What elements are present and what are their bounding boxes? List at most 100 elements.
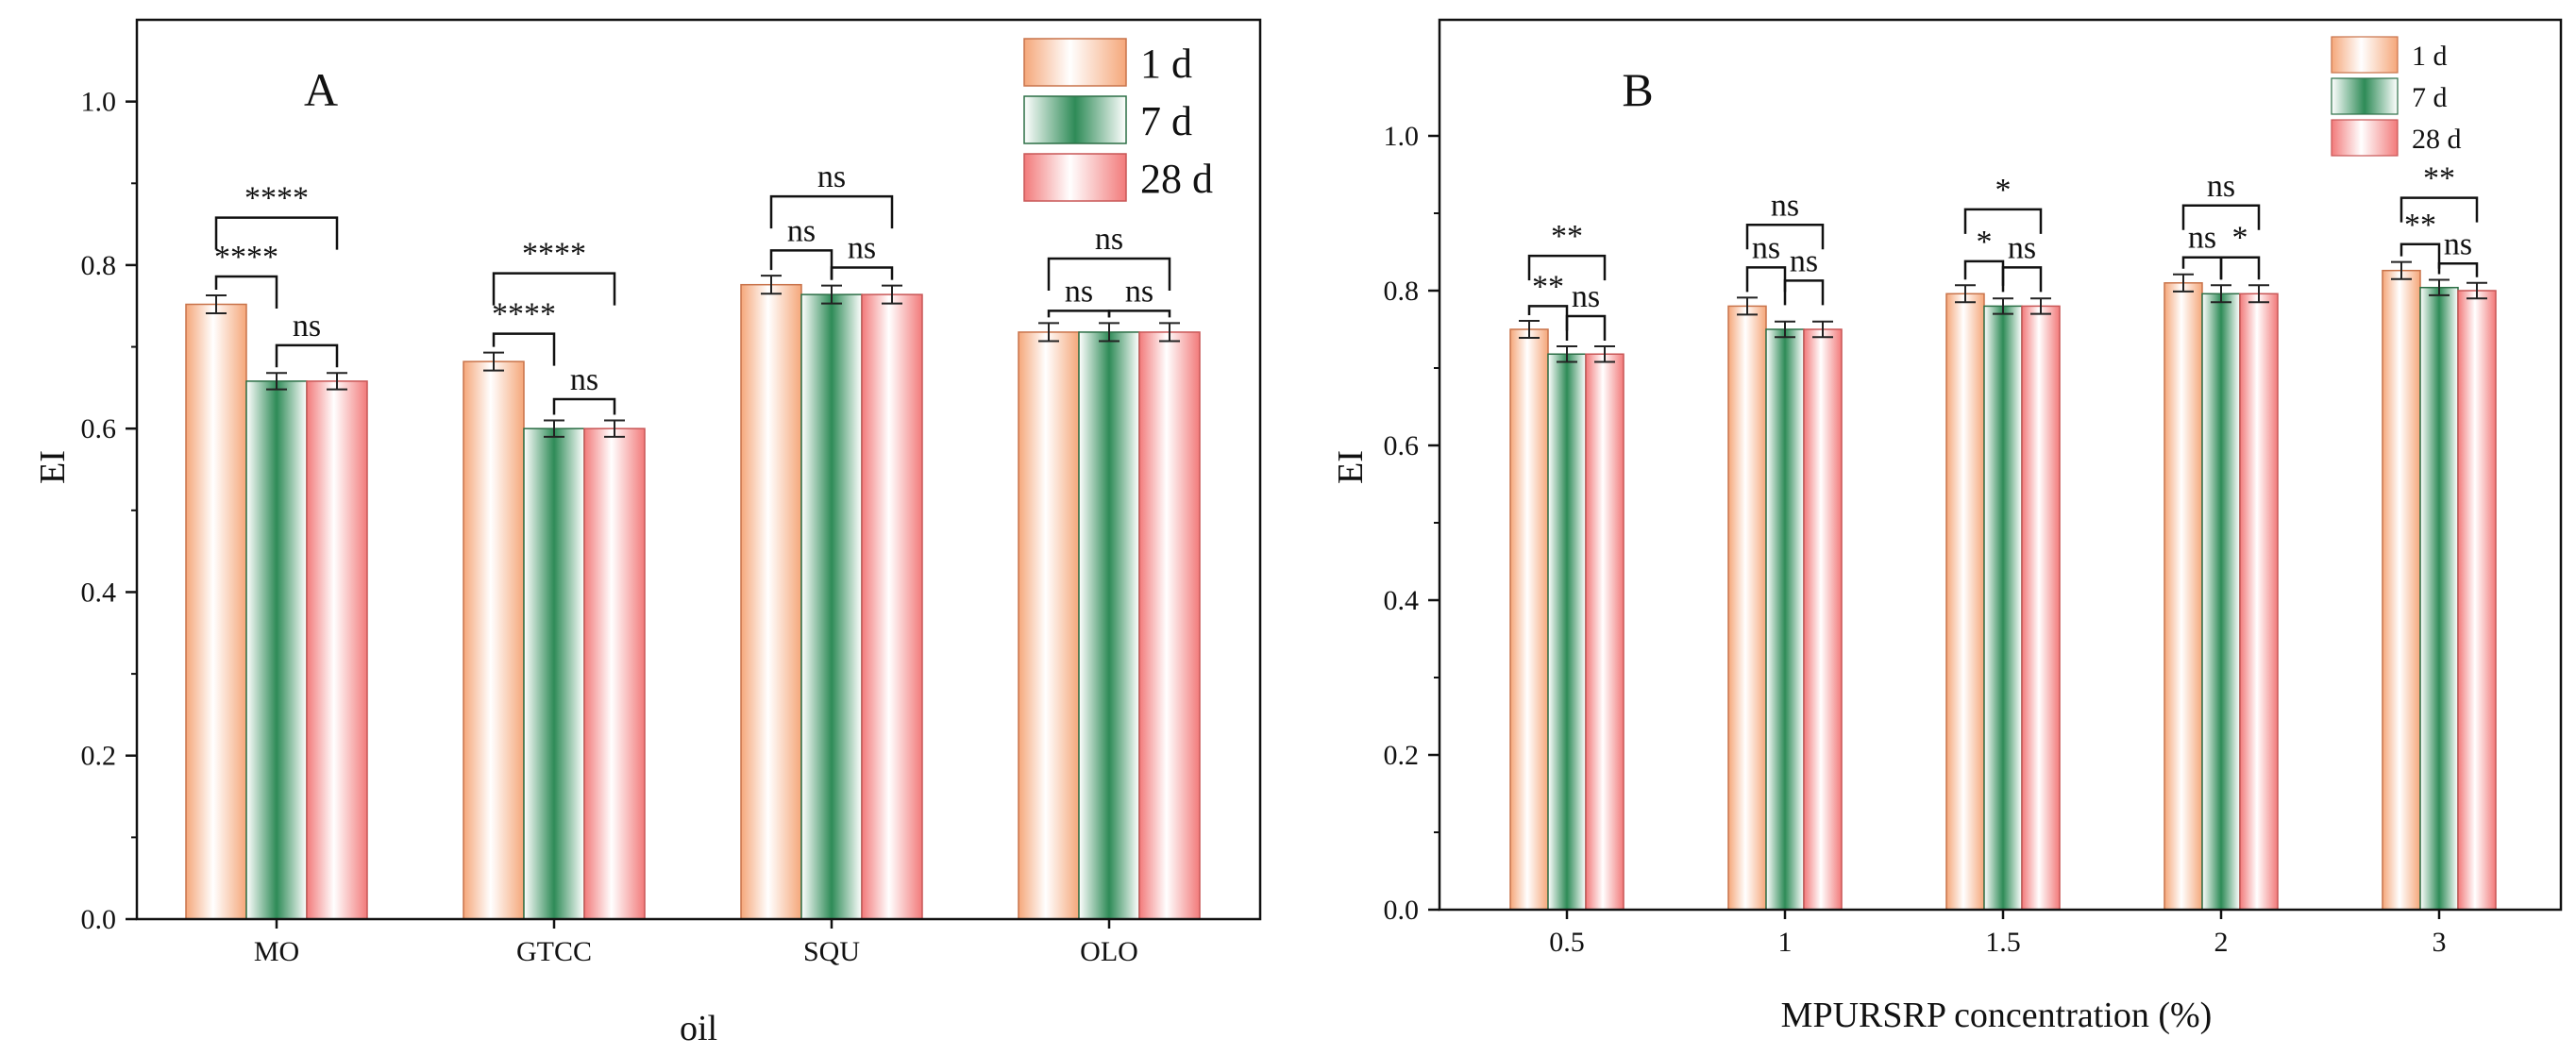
x-tick-label: GTCC — [516, 936, 592, 967]
bar-1d-3 — [2382, 269, 2421, 911]
panel-a: A EI oil 0.0 0.2 0.4 0.6 0.8 1.0 MO **** ns **** G… — [33, 18, 1262, 1048]
bar-28d-0.5 — [1585, 353, 1625, 911]
significance-label: ns — [2444, 226, 2472, 261]
y-tick-label: 0.8 — [1384, 276, 1420, 307]
significance-bracket — [1745, 266, 1787, 293]
significance-bracket — [1745, 224, 1825, 250]
bar-7d-OLO — [1078, 331, 1140, 920]
y-tick-label: 0.0 — [81, 904, 117, 935]
significance-label: ns — [1790, 243, 1818, 278]
significance-label: **** — [214, 240, 278, 275]
bar-28d-MO — [306, 380, 368, 920]
panel-a-xlabel: oil — [680, 1009, 717, 1048]
x-tick-label: 2 — [2214, 927, 2229, 958]
bar-28d-3 — [2457, 290, 2497, 911]
bar-28d-SQU — [861, 293, 923, 920]
legend-a-swatch-28d — [1023, 153, 1127, 202]
x-tick-label: 0.5 — [1549, 927, 1585, 958]
significance-bracket — [1963, 208, 2043, 234]
significance-label: **** — [522, 237, 586, 272]
significance-label: ns — [1771, 188, 1799, 223]
significance-bracket — [769, 249, 833, 280]
panel-b-frame — [1438, 18, 2563, 912]
bar-7d-1.5 — [1983, 305, 2023, 911]
bar-1d-1 — [1727, 305, 1767, 911]
significance-label: ** — [1532, 269, 1564, 304]
significance-bracket — [1527, 254, 1607, 281]
significance-label: **** — [244, 181, 309, 216]
significance-bracket — [214, 275, 278, 310]
legend-b-swatch-7d — [2331, 77, 2399, 115]
significance-bracket — [2437, 262, 2479, 277]
bar-1d-2 — [2164, 282, 2203, 911]
bar-7d-2 — [2201, 293, 2241, 911]
legend-b-label-7d: 7 d — [2412, 82, 2448, 113]
panel-b-legend: 1 d 7 d 28 d — [2331, 36, 2462, 157]
bar-7d-3 — [2419, 286, 2459, 911]
bar-7d-SQU — [800, 293, 863, 920]
significance-bracket — [1963, 260, 2005, 286]
significance-label: * — [1995, 173, 2012, 208]
significance-label: ns — [2207, 169, 2235, 204]
significance-label: ns — [1065, 274, 1093, 309]
significance-label: ** — [2423, 161, 2455, 196]
legend-a-label-7d: 7 d — [1140, 98, 1192, 144]
significance-bracket — [830, 266, 894, 280]
significance-bracket — [1047, 310, 1111, 318]
significance-bracket — [492, 332, 556, 366]
panel-b-xlabel: MPURSRP concentration (%) — [1781, 996, 2213, 1035]
significance-bracket — [552, 397, 616, 415]
significance-label: ns — [293, 309, 321, 343]
y-tick-label: 0.8 — [81, 250, 117, 281]
y-tick-label: 1.0 — [1384, 121, 1420, 152]
significance-bracket — [2399, 243, 2441, 269]
x-tick-label: MO — [254, 936, 299, 967]
legend-a-label-28d: 28 d — [1140, 156, 1213, 202]
significance-bracket — [1565, 314, 1607, 342]
legend-a-swatch-1d — [1023, 38, 1127, 87]
significance-bracket — [1047, 257, 1171, 291]
significance-bracket — [2399, 196, 2479, 223]
significance-bracket — [1783, 279, 1825, 306]
y-tick-label: 1.0 — [81, 87, 117, 118]
x-tick-label: 1.5 — [1985, 927, 2021, 958]
bar-28d-GTCC — [583, 427, 646, 920]
y-tick-label: 0.4 — [81, 577, 117, 608]
bar-1d-0.5 — [1509, 328, 1549, 911]
significance-label: ns — [1125, 274, 1153, 309]
significance-bracket — [275, 343, 339, 368]
legend-b-label-28d: 28 d — [2412, 124, 2462, 155]
legend-b-swatch-28d — [2331, 119, 2399, 157]
bar-28d-1.5 — [2021, 305, 2061, 911]
significance-label: ns — [570, 362, 598, 397]
bar-7d-MO — [245, 380, 308, 920]
bar-28d-1 — [1803, 328, 1843, 911]
bar-7d-0.5 — [1547, 353, 1587, 911]
bar-1d-SQU — [740, 283, 802, 920]
significance-bracket — [2219, 256, 2261, 280]
significance-bracket — [1107, 310, 1171, 318]
bar-1d-OLO — [1018, 331, 1080, 920]
significance-bracket — [2001, 266, 2043, 293]
significance-bracket — [214, 216, 339, 250]
bar-7d-GTCC — [523, 427, 585, 920]
legend-b-swatch-1d — [2331, 36, 2399, 74]
significance-label: ** — [2404, 208, 2436, 243]
legend-b-label-1d: 1 d — [2412, 41, 2448, 72]
bar-1d-1.5 — [1945, 293, 1985, 911]
significance-label: ns — [2008, 230, 2036, 265]
panel-a-ylabel: EI — [33, 450, 73, 484]
significance-label: * — [1977, 225, 1993, 260]
y-tick-label: 0.0 — [1384, 895, 1420, 926]
bar-1d-GTCC — [463, 360, 525, 920]
significance-label: ns — [2188, 221, 2216, 256]
significance-label: * — [2232, 221, 2248, 256]
bar-1d-MO — [185, 303, 247, 920]
x-tick-label: 1 — [1778, 927, 1793, 958]
significance-bracket — [1527, 305, 1569, 331]
x-tick-label: OLO — [1080, 936, 1138, 967]
significance-bracket — [2181, 256, 2223, 280]
panel-a-plot: 0.0 0.2 0.4 0.6 0.8 1.0 MO **** ns **** GTCC **** ns… — [81, 87, 1201, 967]
